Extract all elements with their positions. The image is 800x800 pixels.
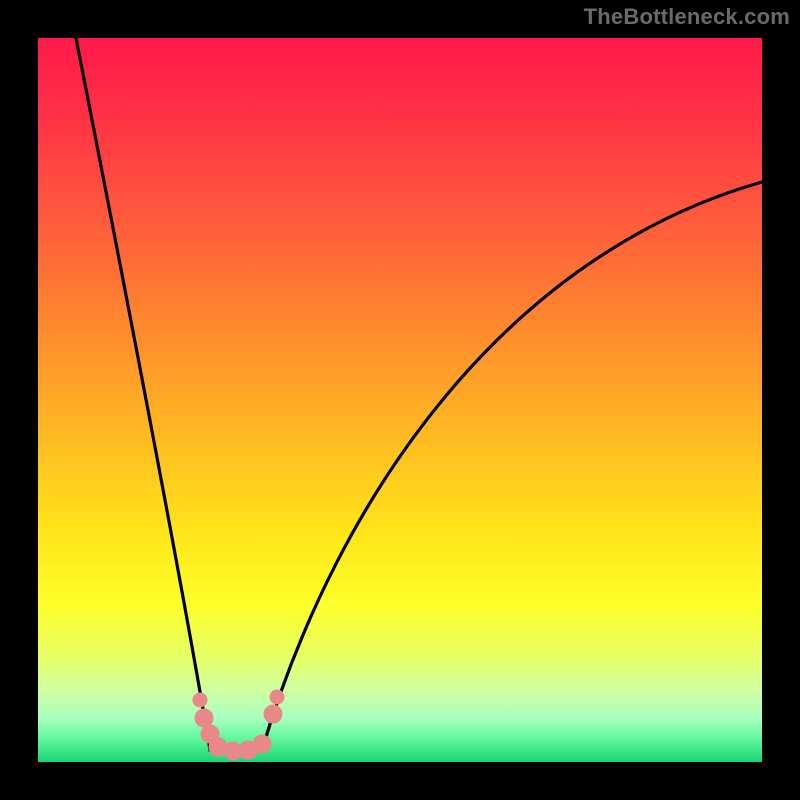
data-point	[253, 735, 271, 753]
plot-area	[38, 38, 762, 762]
data-point	[195, 709, 213, 727]
watermark-text: TheBottleneck.com	[584, 4, 790, 30]
chart-canvas: TheBottleneck.com	[0, 0, 800, 800]
data-point	[270, 690, 284, 704]
data-point	[264, 705, 282, 723]
data-point	[193, 693, 207, 707]
plot-svg	[38, 38, 762, 762]
bottleneck-curve	[75, 38, 762, 750]
